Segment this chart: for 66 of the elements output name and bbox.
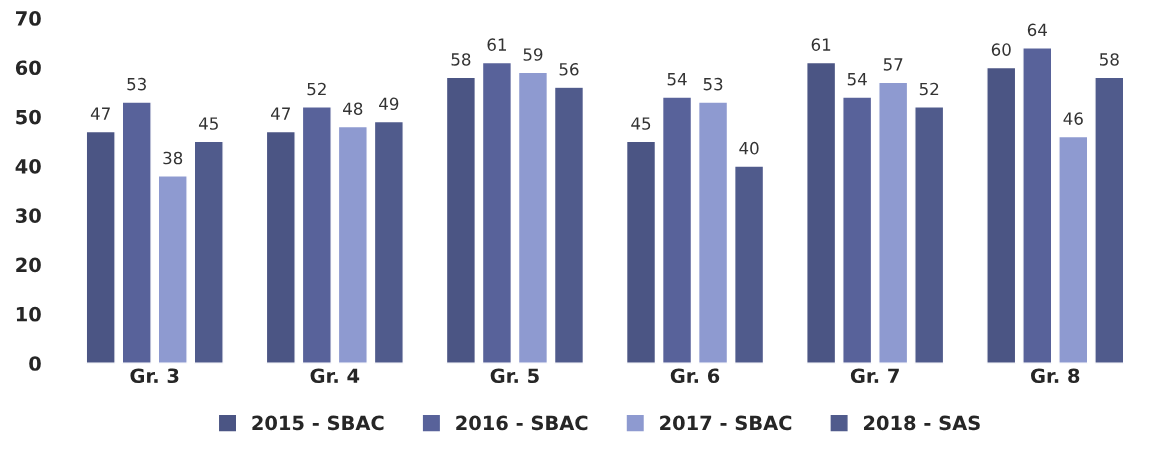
bar: [481, 61, 513, 364]
data-label: 40: [739, 141, 759, 155]
bar: [1094, 76, 1125, 364]
bar: [85, 130, 116, 364]
bar: [373, 120, 404, 364]
data-label: 54: [847, 73, 867, 86]
data-label: 53: [127, 77, 146, 91]
bar: [337, 125, 368, 364]
data-label: 45: [198, 117, 218, 130]
bar: [914, 106, 945, 364]
data-label: 58: [1099, 53, 1119, 66]
legend-label: 2016 - SBAC: [456, 415, 588, 431]
data-label: 48: [343, 102, 363, 116]
data-label: 47: [271, 107, 290, 120]
data-label: 47: [90, 107, 110, 120]
bar: [265, 130, 296, 364]
bar: [517, 71, 549, 364]
legend-label: 2015 - SBAC: [252, 415, 384, 431]
bar: [842, 96, 873, 364]
y-tick-label: 60: [15, 60, 41, 76]
y-tick-label: 0: [29, 356, 41, 371]
bar: [121, 101, 152, 364]
data-label: 54: [667, 73, 687, 86]
bar: [301, 106, 332, 364]
bar: [1022, 47, 1053, 364]
y-tick-label: 50: [16, 109, 41, 125]
data-label: 52: [307, 82, 326, 96]
y-tick-label: 10: [16, 306, 41, 322]
bar: [553, 86, 585, 364]
legend-label: 2017 - SBAC: [660, 415, 792, 431]
y-tick-label: 70: [16, 11, 41, 26]
x-tick-label: Gr. 7: [850, 368, 899, 384]
data-label: 59: [523, 48, 543, 61]
bar: [661, 96, 693, 364]
bar: [1058, 135, 1089, 364]
bar: [806, 61, 837, 364]
data-label: 38: [163, 151, 183, 165]
bar: [445, 76, 477, 364]
bar: [878, 81, 909, 364]
data-label: 64: [1027, 23, 1047, 37]
bar: [625, 140, 657, 364]
x-tick-label: Gr. 6: [670, 368, 720, 384]
x-tick-label: Gr. 3: [130, 368, 179, 384]
data-label: 61: [487, 38, 506, 51]
x-tick-label: Gr. 5: [490, 368, 539, 384]
data-label: 52: [919, 82, 939, 96]
data-label: 61: [811, 38, 831, 51]
data-label: 49: [379, 97, 399, 111]
y-tick-label: 40: [15, 158, 41, 174]
x-tick-label: Gr. 8: [1031, 368, 1080, 384]
bar: [157, 175, 188, 364]
data-label: 56: [559, 63, 579, 76]
legend-label: 2018 - SAS: [863, 415, 980, 431]
bar: [193, 140, 224, 364]
data-label: 57: [883, 58, 903, 71]
data-label: 60: [991, 43, 1011, 56]
bar: [697, 101, 729, 364]
y-tick-label: 30: [16, 208, 41, 223]
data-label: 45: [631, 117, 651, 130]
x-tick-label: Gr. 4: [310, 368, 360, 384]
bar: [733, 165, 765, 364]
y-tick-label: 20: [16, 257, 41, 273]
data-label: 53: [703, 77, 723, 91]
data-label: 58: [451, 53, 471, 66]
data-label: 46: [1063, 112, 1083, 125]
bar: [986, 66, 1017, 364]
